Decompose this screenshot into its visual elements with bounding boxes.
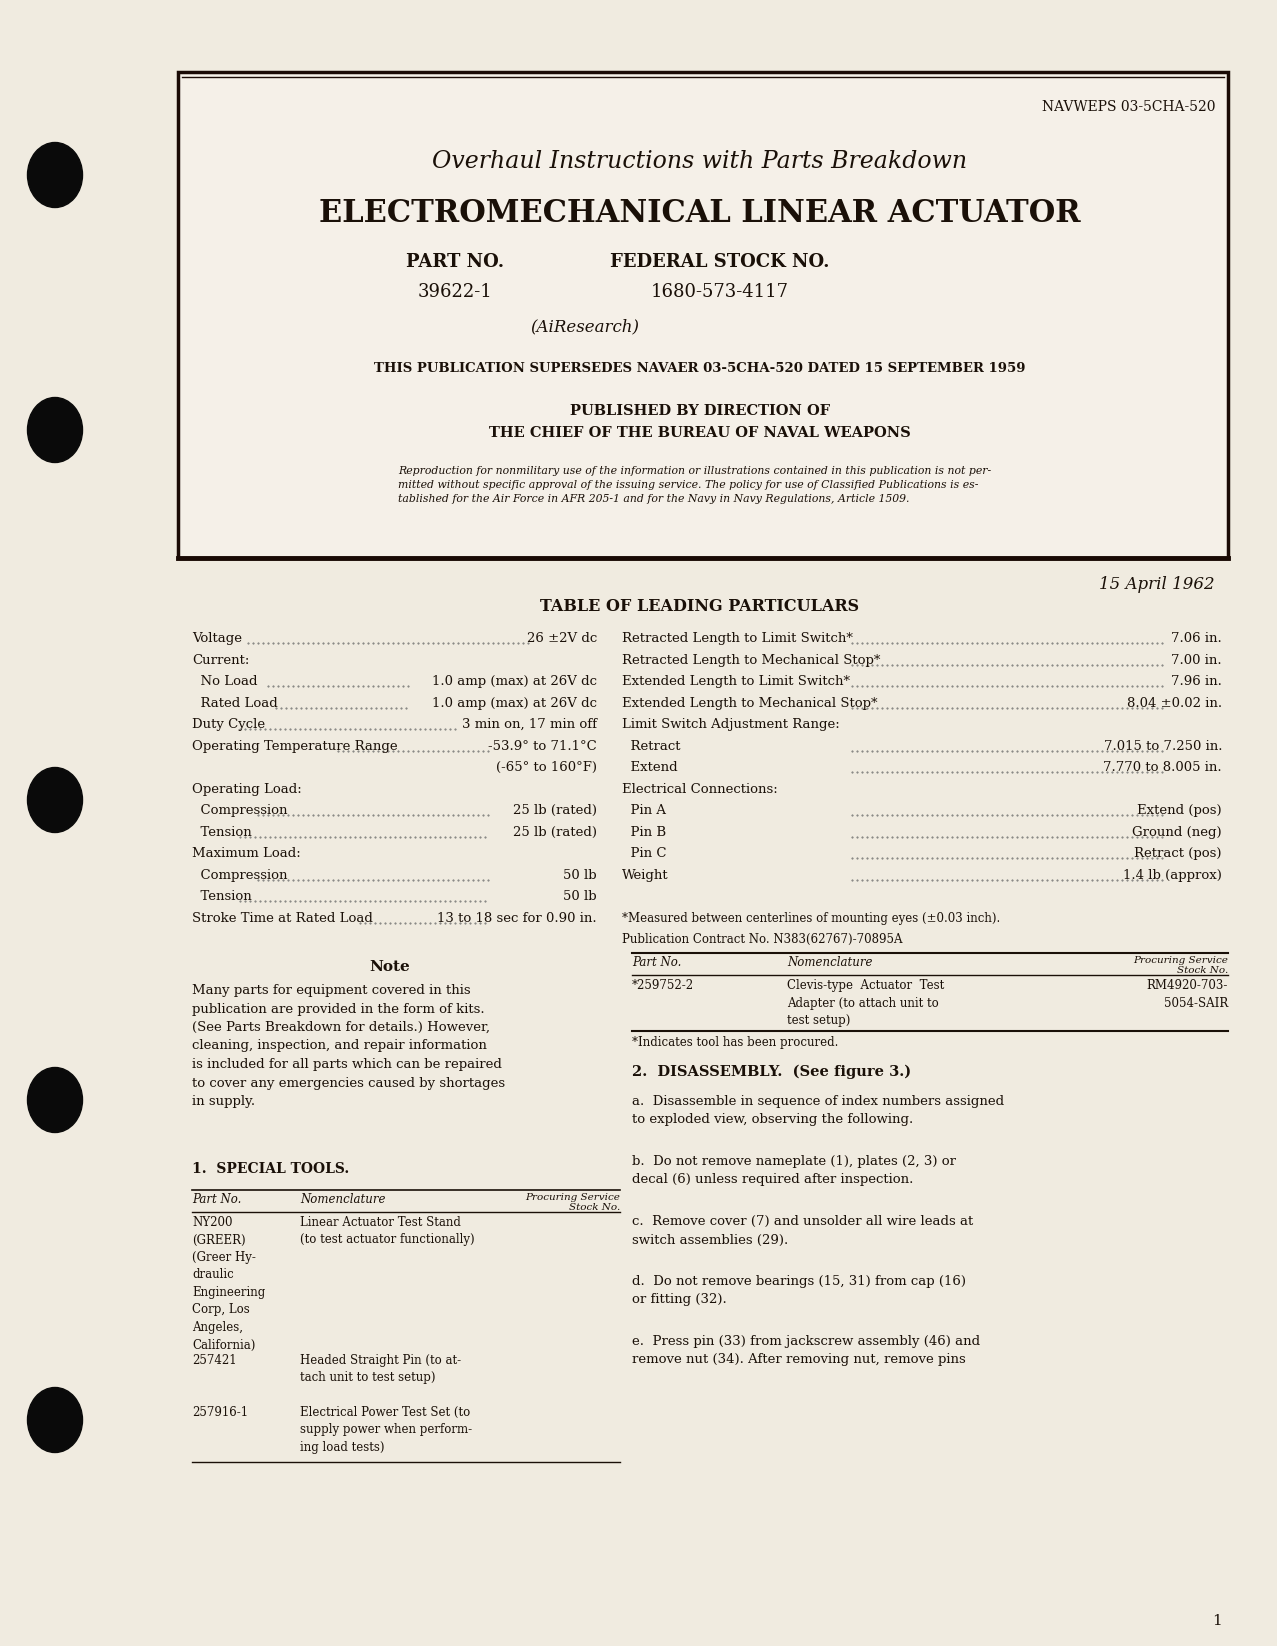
Bar — [178, 72, 1228, 558]
Text: Duty Cycle: Duty Cycle — [192, 718, 266, 731]
Text: Electrical Power Test Set (to
supply power when perform-
ing load tests): Electrical Power Test Set (to supply pow… — [300, 1406, 472, 1453]
Text: Part No.: Part No. — [192, 1193, 241, 1207]
Ellipse shape — [28, 1068, 83, 1132]
Text: 1: 1 — [1212, 1615, 1222, 1628]
Text: Retract (pos): Retract (pos) — [1134, 848, 1222, 859]
Text: Current:: Current: — [192, 653, 249, 667]
Text: PUBLISHED BY DIRECTION OF: PUBLISHED BY DIRECTION OF — [570, 403, 830, 418]
Text: Extended Length to Limit Switch*: Extended Length to Limit Switch* — [622, 675, 850, 688]
Text: Ground (neg): Ground (neg) — [1133, 826, 1222, 838]
Text: *259752-2: *259752-2 — [632, 979, 695, 993]
Text: 39622-1: 39622-1 — [418, 283, 493, 301]
Text: Operating Temperature Range: Operating Temperature Range — [192, 739, 397, 752]
Text: PART NO.: PART NO. — [406, 253, 504, 272]
Text: 7.770 to 8.005 in.: 7.770 to 8.005 in. — [1103, 760, 1222, 774]
Text: Operating Load:: Operating Load: — [192, 782, 301, 795]
Text: (-65° to 160°F): (-65° to 160°F) — [495, 760, 598, 774]
Text: Extend (pos): Extend (pos) — [1138, 803, 1222, 816]
Text: ELECTROMECHANICAL LINEAR ACTUATOR: ELECTROMECHANICAL LINEAR ACTUATOR — [319, 198, 1080, 229]
Text: 26 ±2V dc: 26 ±2V dc — [526, 632, 598, 645]
Text: Retracted Length to Limit Switch*: Retracted Length to Limit Switch* — [622, 632, 853, 645]
Text: Tension: Tension — [192, 826, 252, 838]
Text: Retract: Retract — [622, 739, 681, 752]
Text: 50 lb: 50 lb — [563, 869, 598, 882]
Text: *Measured between centerlines of mounting eyes (±0.03 inch).: *Measured between centerlines of mountin… — [622, 912, 1000, 925]
Text: No Load: No Load — [192, 675, 258, 688]
Text: 3 min on, 17 min off: 3 min on, 17 min off — [462, 718, 598, 731]
Text: 25 lb (rated): 25 lb (rated) — [513, 826, 598, 838]
Text: FEDERAL STOCK NO.: FEDERAL STOCK NO. — [610, 253, 830, 272]
Text: Pin A: Pin A — [622, 803, 667, 816]
Text: b.  Do not remove nameplate (1), plates (2, 3) or
decal (6) unless required afte: b. Do not remove nameplate (1), plates (… — [632, 1155, 956, 1187]
Text: Compression: Compression — [192, 869, 287, 882]
Text: THIS PUBLICATION SUPERSEDES NAVAER 03-5CHA-520 DATED 15 SEPTEMBER 1959: THIS PUBLICATION SUPERSEDES NAVAER 03-5C… — [374, 362, 1025, 375]
Text: Publication Contract No. N383(62767)-70895A: Publication Contract No. N383(62767)-708… — [622, 933, 903, 946]
Text: Extend: Extend — [622, 760, 678, 774]
Text: e.  Press pin (33) from jackscrew assembly (46) and
remove nut (34). After remov: e. Press pin (33) from jackscrew assembl… — [632, 1335, 981, 1366]
Text: Pin B: Pin B — [622, 826, 667, 838]
Text: d.  Do not remove bearings (15, 31) from cap (16)
or fitting (32).: d. Do not remove bearings (15, 31) from … — [632, 1276, 965, 1307]
Text: 1.4 lb (approx): 1.4 lb (approx) — [1124, 869, 1222, 882]
Text: (AiResearch): (AiResearch) — [530, 318, 640, 336]
Text: c.  Remove cover (7) and unsolder all wire leads at
switch assemblies (29).: c. Remove cover (7) and unsolder all wir… — [632, 1215, 973, 1246]
Text: 15 April 1962: 15 April 1962 — [1099, 576, 1214, 593]
Text: Part No.: Part No. — [632, 956, 682, 969]
Text: -53.9° to 71.1°C: -53.9° to 71.1°C — [488, 739, 598, 752]
Text: Procuring Service
Stock No.: Procuring Service Stock No. — [525, 1193, 621, 1213]
Ellipse shape — [28, 143, 83, 207]
Ellipse shape — [28, 397, 83, 463]
Text: Weight: Weight — [622, 869, 669, 882]
Text: *Indicates tool has been procured.: *Indicates tool has been procured. — [632, 1035, 839, 1049]
Text: Overhaul Instructions with Parts Breakdown: Overhaul Instructions with Parts Breakdo… — [433, 150, 968, 173]
Text: Many parts for equipment covered in this
publication are provided in the form of: Many parts for equipment covered in this… — [192, 984, 506, 1108]
Text: Nomenclature: Nomenclature — [300, 1193, 386, 1207]
Text: Maximum Load:: Maximum Load: — [192, 848, 301, 859]
Text: Headed Straight Pin (to at-
tach unit to test setup): Headed Straight Pin (to at- tach unit to… — [300, 1355, 461, 1384]
Text: Nomenclature: Nomenclature — [787, 956, 872, 969]
Text: Linear Actuator Test Stand
(to test actuator functionally): Linear Actuator Test Stand (to test actu… — [300, 1216, 475, 1246]
Text: Voltage: Voltage — [192, 632, 243, 645]
Text: Limit Switch Adjustment Range:: Limit Switch Adjustment Range: — [622, 718, 840, 731]
Ellipse shape — [28, 1388, 83, 1452]
Text: 8.04 ±0.02 in.: 8.04 ±0.02 in. — [1126, 696, 1222, 709]
Text: THE CHIEF OF THE BUREAU OF NAVAL WEAPONS: THE CHIEF OF THE BUREAU OF NAVAL WEAPONS — [489, 426, 911, 439]
Text: 7.96 in.: 7.96 in. — [1171, 675, 1222, 688]
Text: 1.0 amp (max) at 26V dc: 1.0 amp (max) at 26V dc — [432, 675, 598, 688]
Text: 1680-573-4117: 1680-573-4117 — [651, 283, 789, 301]
Text: Note: Note — [369, 960, 410, 974]
Text: 257916-1: 257916-1 — [192, 1406, 248, 1419]
Text: Compression: Compression — [192, 803, 287, 816]
Text: 1.0 amp (max) at 26V dc: 1.0 amp (max) at 26V dc — [432, 696, 598, 709]
Text: Reproduction for nonmilitary use of the information or illustrations contained i: Reproduction for nonmilitary use of the … — [398, 466, 991, 504]
Text: Tension: Tension — [192, 890, 252, 904]
Text: RM4920-703-
5054-SAIR: RM4920-703- 5054-SAIR — [1147, 979, 1228, 1009]
Text: a.  Disassemble in sequence of index numbers assigned
to exploded view, observin: a. Disassemble in sequence of index numb… — [632, 1095, 1004, 1126]
Text: NY200
(GREER)
(Greer Hy-
draulic
Engineering
Corp, Los
Angeles,
California): NY200 (GREER) (Greer Hy- draulic Enginee… — [192, 1216, 266, 1351]
Text: 1.  SPECIAL TOOLS.: 1. SPECIAL TOOLS. — [192, 1162, 349, 1175]
Text: Extended Length to Mechanical Stop*: Extended Length to Mechanical Stop* — [622, 696, 877, 709]
Text: Rated Load: Rated Load — [192, 696, 278, 709]
Text: Clevis-type  Actuator  Test
Adapter (to attach unit to
test setup): Clevis-type Actuator Test Adapter (to at… — [787, 979, 944, 1027]
Text: Electrical Connections:: Electrical Connections: — [622, 782, 778, 795]
Text: TABLE OF LEADING PARTICULARS: TABLE OF LEADING PARTICULARS — [540, 597, 859, 616]
Text: 7.015 to 7.250 in.: 7.015 to 7.250 in. — [1103, 739, 1222, 752]
Text: 2.  DISASSEMBLY.  (See figure 3.): 2. DISASSEMBLY. (See figure 3.) — [632, 1065, 911, 1080]
Text: Procuring Service
Stock No.: Procuring Service Stock No. — [1133, 956, 1228, 976]
Text: NAVWEPS 03-5CHA-520: NAVWEPS 03-5CHA-520 — [1042, 100, 1214, 114]
Text: 7.06 in.: 7.06 in. — [1171, 632, 1222, 645]
Text: Stroke Time at Rated Load: Stroke Time at Rated Load — [192, 912, 373, 925]
Text: 7.00 in.: 7.00 in. — [1171, 653, 1222, 667]
Text: Retracted Length to Mechanical Stop*: Retracted Length to Mechanical Stop* — [622, 653, 880, 667]
Ellipse shape — [28, 767, 83, 833]
Text: Pin C: Pin C — [622, 848, 667, 859]
Text: 25 lb (rated): 25 lb (rated) — [513, 803, 598, 816]
Text: 50 lb: 50 lb — [563, 890, 598, 904]
Text: 13 to 18 sec for 0.90 in.: 13 to 18 sec for 0.90 in. — [438, 912, 598, 925]
Text: 257421: 257421 — [192, 1355, 236, 1366]
